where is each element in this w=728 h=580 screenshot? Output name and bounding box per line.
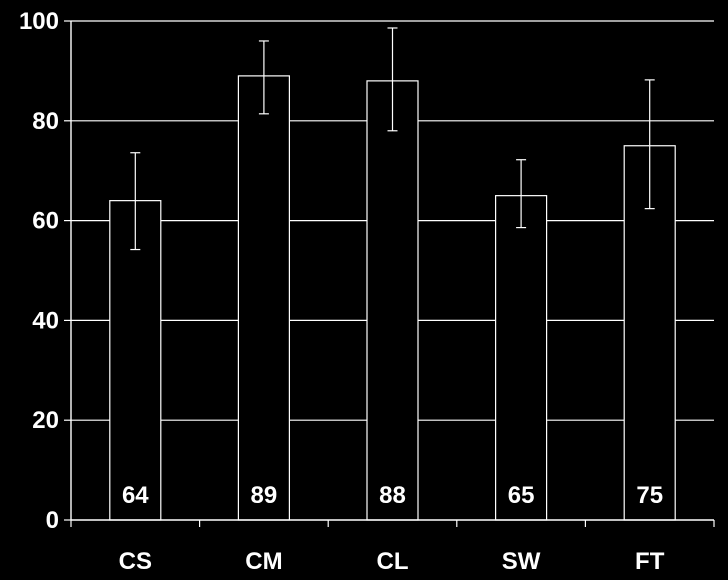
bar-cm (237, 75, 290, 521)
data-label-cs: 64 (122, 482, 149, 509)
bar-cl (366, 80, 419, 521)
data-label-cm: 89 (251, 482, 278, 509)
y-tick-label: 0 (46, 507, 59, 534)
error-bars (130, 27, 655, 251)
bar-sw (495, 195, 548, 521)
bars (109, 75, 676, 521)
x-tick-label-cl: CL (377, 548, 409, 575)
x-tick-label-sw: SW (502, 548, 541, 575)
data-label-ft: 75 (636, 482, 663, 509)
x-tick-label-cm: CM (245, 548, 282, 575)
axes (64, 20, 715, 527)
y-tick-label: 100 (19, 8, 59, 35)
x-tick-label-cs: CS (119, 548, 152, 575)
y-tick-label: 20 (32, 407, 59, 434)
x-tick-label-ft: FT (635, 548, 665, 575)
y-tick-label: 60 (32, 208, 59, 235)
bar-cs (109, 200, 162, 521)
y-tick-label: 80 (32, 108, 59, 135)
data-label-cl: 88 (379, 482, 406, 509)
labels: 0 20 40 60 80 100 64 CS 89 CM 88 CL 65 SW 75 FT (19, 8, 665, 575)
y-tick-label: 40 (32, 307, 59, 334)
data-label-sw: 65 (508, 482, 535, 509)
